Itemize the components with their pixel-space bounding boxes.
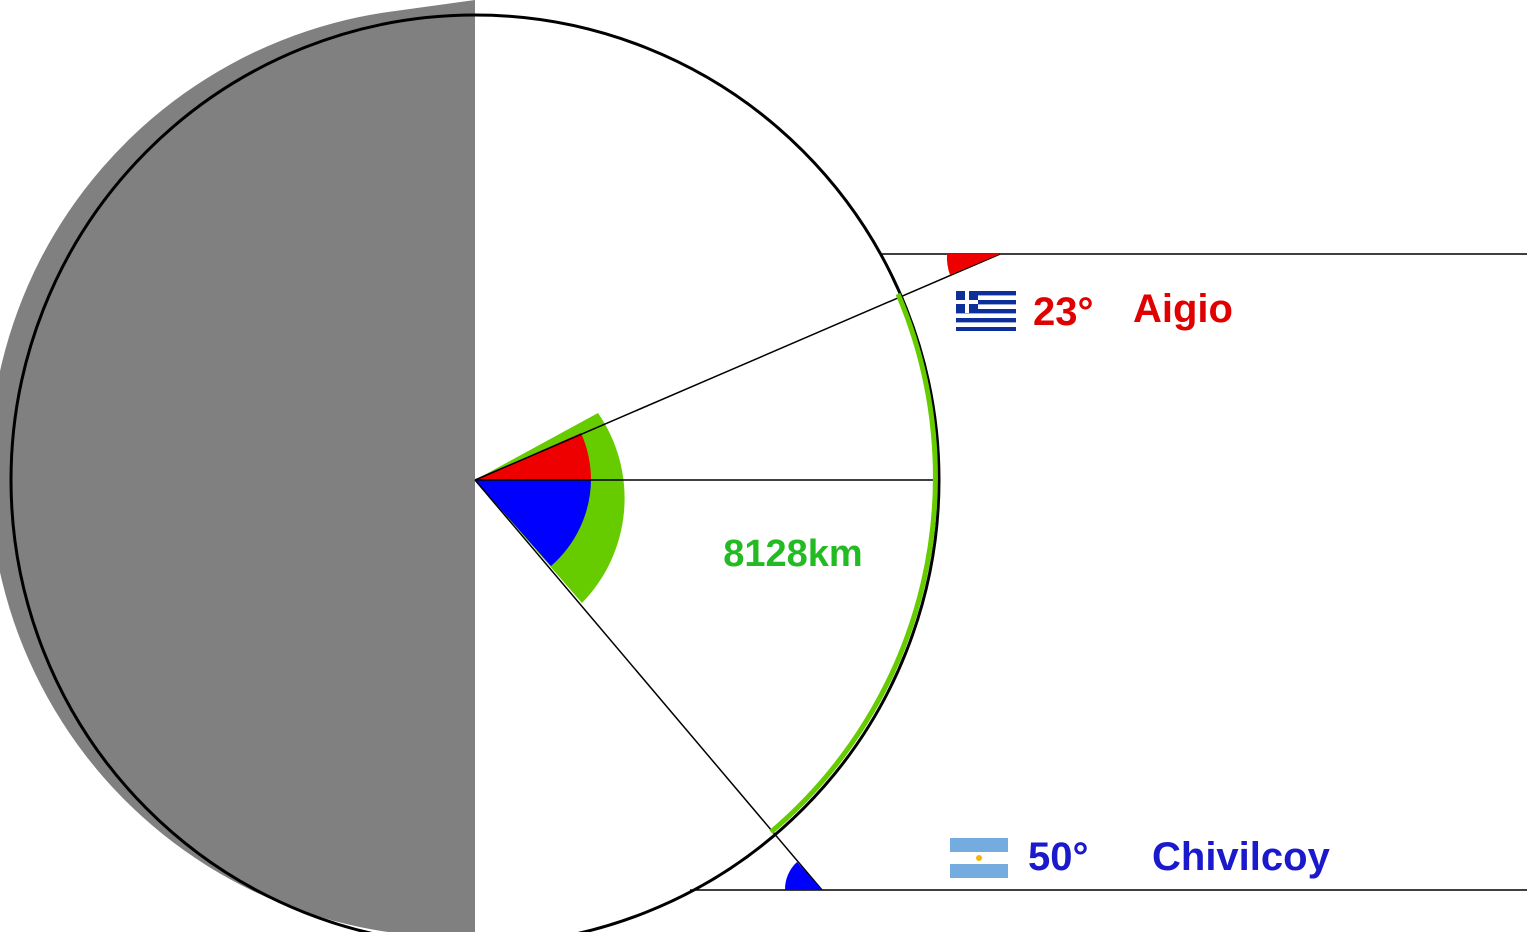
sun-angle-blue xyxy=(784,862,822,890)
distance-label: 8128km xyxy=(723,533,862,575)
greece-flag-icon xyxy=(956,291,1016,331)
angle-blue-sector xyxy=(475,480,591,566)
distance-arc xyxy=(769,293,938,834)
aigio-angle-label: 23° xyxy=(1033,290,1094,334)
argentina-flag-icon xyxy=(950,838,1008,878)
chivilcoy-angle-label: 50° xyxy=(1028,835,1089,879)
chivilcoy-city-label: Chivilcoy xyxy=(1152,835,1331,879)
sun-angle-red xyxy=(946,254,1000,275)
radius-line-aigio xyxy=(474,253,1001,481)
globe-shadow-half xyxy=(0,0,475,932)
radius-line-chivilcoy xyxy=(474,479,823,891)
aigio-city-label: Aigio xyxy=(1133,287,1233,331)
